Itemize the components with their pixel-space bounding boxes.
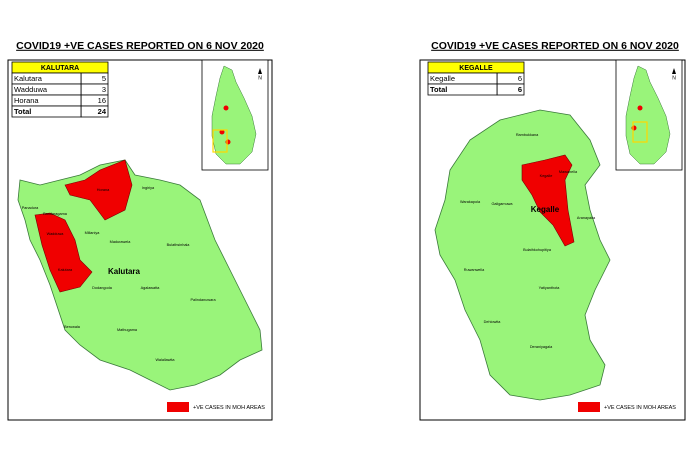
inset-positive [637,105,643,111]
north-arrow [258,68,262,74]
area-name: Total [14,107,31,116]
moh-label: Deraniyagala [530,345,553,349]
moh-label: Bulathkohupitiya [523,248,552,252]
inset-positive [223,105,229,111]
legend-swatch [578,402,600,412]
case-count: 6 [518,74,522,83]
area-name: Horana [14,96,39,105]
table-header: KEGALLE [459,65,493,72]
inset-country [625,65,671,165]
moh-label: Mawanella [559,170,578,174]
legend-label: +VE CASES IN MOH AREAS [604,405,676,411]
moh-label: Panadura [22,206,39,210]
district-map [434,109,611,401]
case-count: 16 [98,96,106,105]
positive-area [64,159,133,221]
north-arrow [672,68,676,74]
case-count: 24 [98,107,107,116]
moh-label: Kegalle [531,205,560,214]
moh-label: Warakapola [460,200,481,204]
table-cell [80,105,109,118]
moh-label: Horana [97,188,110,192]
moh-label: Madurawela [110,240,132,244]
moh-label: Kalutara [58,268,73,272]
moh-label: Beruwala [64,325,81,329]
moh-label: Palindanuwara [190,298,216,302]
table-cell [496,83,525,96]
moh-label: Mathugama [117,328,138,332]
table-header: KALUTARA [41,65,79,72]
case-count: 3 [102,85,106,94]
moh-label: Bulathsinhala [167,243,191,247]
inset-positive [219,129,225,135]
case-count: 6 [518,85,522,94]
moh-label: Ruwanwella [464,268,485,272]
north-label: N [258,75,262,81]
area-name: Kegalle [430,74,455,83]
panel-title: COVID19 +VE CASES REPORTED ON 6 NOV 2020 [431,40,679,52]
moh-label: Yatiyanthota [539,286,561,290]
panel-title: COVID19 +VE CASES REPORTED ON 6 NOV 2020 [16,40,264,52]
legend-swatch [167,402,189,412]
inset-highlight [632,121,648,143]
moh-label: Rambukkana [516,133,539,137]
map-panel: COVID19 +VE CASES REPORTED ON 6 NOV 2020… [419,40,686,421]
positive-area [34,212,93,293]
inset-positive [225,139,231,145]
legend-label: +VE CASES IN MOH AREAS [193,405,265,411]
moh-label: Aranayaka [577,216,596,220]
moh-label: Dodangoda [92,286,113,290]
inset-positive [631,125,637,131]
area-name: Wadduwa [14,85,48,94]
moh-label: Ingiriya [142,186,155,190]
moh-label: Dehiowita [484,320,502,324]
inset-country [211,65,257,165]
north-label: N [672,75,676,81]
area-name: Total [430,85,447,94]
moh-label: Walallawita [155,358,175,362]
moh-label: Kegalle [540,174,553,178]
moh-label: Kalutara [108,267,141,276]
case-count: 5 [102,74,106,83]
inset-highlight [212,129,228,153]
moh-label: Agalawatta [141,286,161,290]
area-name: Kalutara [14,74,43,83]
moh-label: Galigamuwa [491,202,513,206]
map-panel: COVID19 +VE CASES REPORTED ON 6 NOV 2020… [7,40,273,421]
moh-label: Millaniya [85,231,101,235]
positive-area [521,154,575,247]
moh-label: Bandaragama [43,212,68,216]
moh-label: Wadduwa [47,232,65,236]
